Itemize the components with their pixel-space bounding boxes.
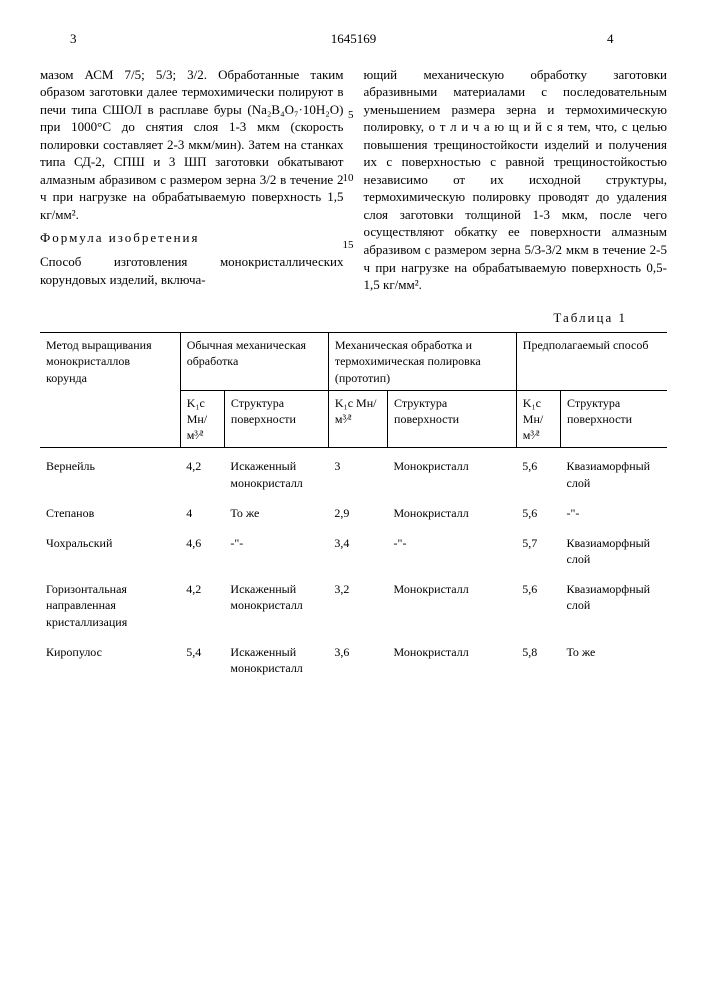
- col-header-prototype: Механическая обработка и термохимическая…: [328, 333, 516, 391]
- cell-k2: 3,4: [328, 525, 387, 571]
- cell-s1: -"-: [224, 525, 328, 571]
- body-columns: 5 10 15 мазом АСМ 7/5; 5/3; 3/2. Обработ…: [40, 66, 667, 294]
- cell-k1: 4,2: [180, 571, 224, 634]
- cell-s3: Квазиаморфный слой: [561, 448, 668, 495]
- cell-method: Горизонтальная направленная кристаллизац…: [40, 571, 180, 634]
- cell-k3: 5,6: [516, 495, 560, 525]
- table-row: Горизонтальная направленная кристаллизац…: [40, 571, 667, 634]
- cell-s1: То же: [224, 495, 328, 525]
- cell-k3: 5,7: [516, 525, 560, 571]
- col-header-struct: Структура поверхности: [561, 390, 668, 448]
- cell-s2: Монокристалл: [388, 448, 517, 495]
- cell-method: Чохральский: [40, 525, 180, 571]
- cell-s1: Искаженный монокристалл: [224, 448, 328, 495]
- cell-k2: 3,6: [328, 634, 387, 680]
- col-header-k1c: K₁c Мн/м³⁄²: [180, 390, 224, 448]
- col-header-usual: Обычная механическая обработка: [180, 333, 328, 391]
- cell-k1: 4,6: [180, 525, 224, 571]
- right-column: ющий механическую обработку заготовки аб…: [364, 66, 668, 294]
- col-header-struct: Структура поверхности: [388, 390, 517, 448]
- cell-s2: -"-: [388, 525, 517, 571]
- cell-k3: 5,6: [516, 448, 560, 495]
- cell-method: Вернейль: [40, 448, 180, 495]
- cell-k2: 3: [328, 448, 387, 495]
- cell-s1: Искаженный монокристалл: [224, 571, 328, 634]
- cell-k1: 4: [180, 495, 224, 525]
- line-number: 5: [348, 108, 354, 123]
- cell-s2: Монокристалл: [388, 495, 517, 525]
- cell-method: Степанов: [40, 495, 180, 525]
- cell-s3: То же: [561, 634, 668, 680]
- cell-s1: Искаженный монокристалл: [224, 634, 328, 680]
- section-title: Формула изобретения: [40, 229, 344, 247]
- cell-k1: 4,2: [180, 448, 224, 495]
- cell-s2: Монокристалл: [388, 571, 517, 634]
- table-caption: Таблица 1: [40, 309, 627, 327]
- col-header-struct: Структура поверхности: [224, 390, 328, 448]
- page-number-right: 4: [607, 30, 637, 48]
- table-row: Киропулос 5,4 Искаженный монокристалл 3,…: [40, 634, 667, 680]
- line-number: 10: [343, 171, 354, 186]
- col-header-proposed: Предполагаемый способ: [516, 333, 667, 391]
- cell-s3: -"-: [561, 495, 668, 525]
- paragraph: ющий механическую обработку заготовки аб…: [364, 66, 668, 294]
- cell-k3: 5,6: [516, 571, 560, 634]
- data-table: Метод выращивания монокристаллов корунда…: [40, 332, 667, 680]
- cell-k2: 3,2: [328, 571, 387, 634]
- cell-s2: Монокристалл: [388, 634, 517, 680]
- col-header-method: Метод выращивания монокристаллов корунда: [40, 333, 180, 448]
- cell-k1: 5,4: [180, 634, 224, 680]
- cell-k3: 5,8: [516, 634, 560, 680]
- table-row: Чохральский 4,6 -"- 3,4 -"- 5,7 Квазиамо…: [40, 525, 667, 571]
- page-number-left: 3: [70, 30, 100, 48]
- col-header-k1c: K₁c Мн/м³⁄²: [516, 390, 560, 448]
- cell-s3: Квазиаморфный слой: [561, 571, 668, 634]
- document-number: 1645169: [100, 30, 607, 48]
- cell-s3: Квазиаморфный слой: [561, 525, 668, 571]
- table-row: Вернейль 4,2 Искаженный монокристалл 3 М…: [40, 448, 667, 495]
- col-header-k1c: K₁c Мн/м³⁄²: [328, 390, 387, 448]
- page-header: 3 1645169 4: [40, 30, 667, 48]
- cell-k2: 2,9: [328, 495, 387, 525]
- cell-method: Киропулос: [40, 634, 180, 680]
- left-column: 5 10 15 мазом АСМ 7/5; 5/3; 3/2. Обработ…: [40, 66, 344, 294]
- paragraph: Способ изготовления монокристаллических …: [40, 253, 344, 288]
- line-number: 15: [343, 238, 354, 253]
- paragraph: мазом АСМ 7/5; 5/3; 3/2. Обработанные та…: [40, 66, 344, 224]
- table-row: Степанов 4 То же 2,9 Монокристалл 5,6 -"…: [40, 495, 667, 525]
